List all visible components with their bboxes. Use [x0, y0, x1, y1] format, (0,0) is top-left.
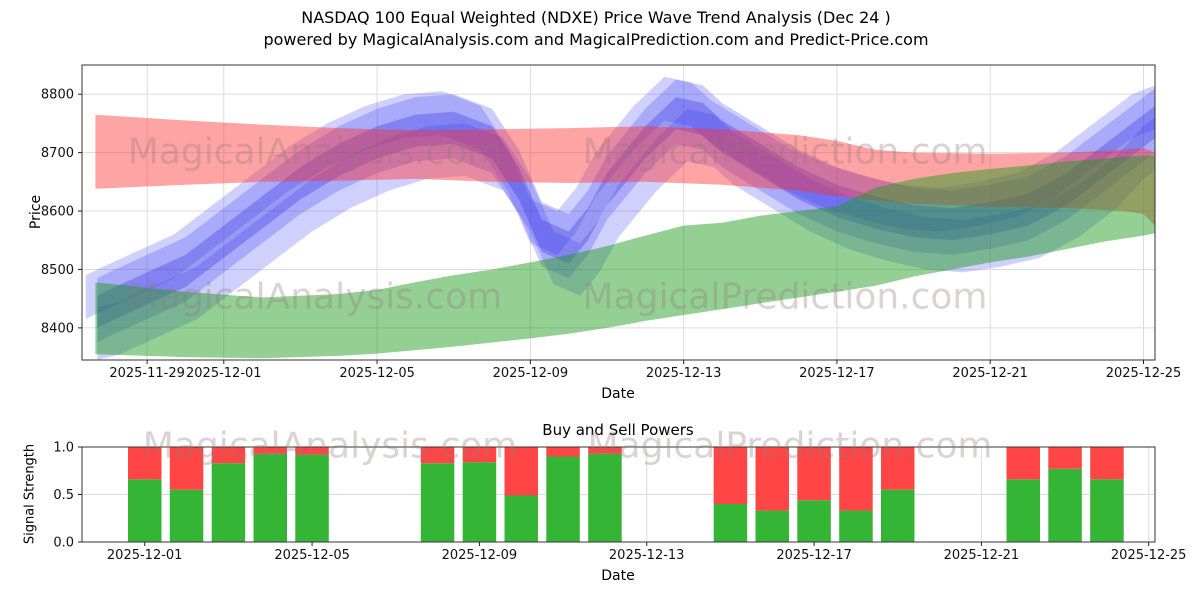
signals-layers	[82, 447, 1155, 542]
y-tick-label: 8800	[41, 88, 74, 103]
sell-bar-segment	[839, 447, 873, 511]
buy-bar-segment	[713, 504, 748, 542]
buy-bar-segment	[504, 495, 538, 542]
sell-bar-segment	[588, 447, 622, 454]
watermark-magicalprediction-1: MagicalPrediction.com	[582, 131, 988, 173]
sell-bar-segment	[755, 447, 789, 511]
sell-bar-segment	[462, 447, 497, 463]
sell-bar-segment	[546, 447, 580, 457]
signals-date-axis-label: Date	[601, 568, 635, 584]
x-tick-label: 2025-12-17	[776, 548, 852, 563]
x-tick-label: 2025-12-25	[1111, 548, 1187, 563]
buy-bar-segment	[797, 500, 831, 542]
price-wave-canvas: 2025-11-29 2025-12-01 2025-12-05 2025-12-09…	[41, 64, 1181, 381]
price-date-axis-label: Date	[601, 386, 635, 402]
green-support-band	[95, 155, 1155, 359]
buy-bar-segment	[1090, 479, 1124, 542]
watermark-magicalanalysis-1: MagicalAnalysis.com	[127, 131, 503, 173]
blue-wave-band-1	[97, 79, 1155, 343]
x-tick-label: 2025-12-09	[442, 548, 518, 563]
y-tick-label: 1.0	[53, 441, 74, 456]
y-tick-label: 0.5	[53, 488, 74, 503]
watermark-magicalprediction-2: MagicalPrediction.com	[582, 276, 988, 318]
sell-bar-segment	[253, 447, 287, 454]
buy-bar-segment	[1048, 468, 1082, 542]
y-tick-label: 0.0	[53, 536, 74, 551]
buy-bar-segment	[211, 463, 246, 542]
figure-title: NASDAQ 100 Equal Weighted (NDXE) Price W…	[301, 8, 891, 27]
watermark-magicalprediction-3: MagicalPrediction.com	[587, 425, 993, 467]
y-tick-label: 8500	[41, 263, 74, 278]
sell-bar-segment	[1048, 447, 1082, 469]
red-resistance-band	[95, 114, 1155, 226]
sell-bar-segment	[881, 447, 915, 490]
x-tick-label: 2025-12-05	[274, 548, 350, 563]
buy-bar-segment	[881, 489, 915, 542]
x-tick-label: 2025-12-01	[107, 548, 183, 563]
x-tick-label: 2025-12-25	[1106, 366, 1182, 381]
watermark-magicalanalysis-2: MagicalAnalysis.com	[127, 276, 503, 318]
y-tick-label: 8600	[41, 205, 74, 220]
blue-wave-band-2	[85, 76, 1155, 320]
signal-strength-axis-label: Signal Strength	[22, 443, 38, 545]
x-tick-label: 2025-12-05	[339, 366, 415, 381]
x-tick-label: 2025-12-17	[799, 366, 875, 381]
price-layers	[82, 65, 1155, 360]
x-tick-label: 2025-12-21	[952, 366, 1028, 381]
sell-bar-segment	[797, 447, 831, 501]
x-tick-label: 2025-12-13	[646, 366, 722, 381]
signals-chart-title: Buy and Sell Powers	[542, 421, 694, 439]
sell-bar-segment	[295, 447, 329, 455]
blue-wave-band-4	[97, 97, 1155, 328]
buy-bar-segment	[546, 456, 580, 542]
plot-border	[81, 64, 1156, 361]
buy-bar-segment	[128, 479, 162, 542]
buy-bar-segment	[839, 510, 873, 542]
blue-wave-band-3	[97, 108, 1155, 360]
buy-bar-segment	[755, 510, 789, 542]
buy-bar-segment	[1006, 479, 1040, 542]
sell-bar-segment	[128, 447, 162, 480]
watermark-magicalanalysis-3: MagicalAnalysis.com	[142, 425, 518, 467]
x-tick-label: 2025-12-01	[186, 366, 262, 381]
x-tick-label: 2025-11-29	[109, 366, 185, 381]
buy-bar-segment	[169, 489, 204, 542]
y-tick-label: 8400	[41, 321, 74, 336]
x-tick-label: 2025-12-13	[609, 548, 685, 563]
signals-chart: 2025-12-01 2025-12-05 2025-12-09 2025-12-13…	[53, 441, 1186, 564]
sell-bar-segment	[504, 447, 538, 496]
buy-bar-segment	[588, 453, 622, 542]
buy-bar-segment	[253, 453, 287, 542]
price-wave-chart: 2025-11-29 2025-12-01 2025-12-05 2025-12-09…	[41, 64, 1181, 381]
signals-canvas: 2025-12-01 2025-12-05 2025-12-09 2025-12-13…	[53, 441, 1186, 564]
figure-subtitle: powered by MagicalAnalysis.com and Magic…	[263, 30, 929, 49]
buy-bar-segment	[462, 462, 497, 542]
sell-bar-segment	[1006, 447, 1040, 480]
sell-bar-segment	[713, 447, 748, 504]
sell-bar-segment	[211, 447, 246, 464]
sell-bar-segment	[169, 447, 204, 490]
x-tick-label: 2025-12-09	[493, 366, 569, 381]
buy-bar-segment	[420, 463, 455, 542]
sell-bar-segment	[420, 447, 455, 464]
x-tick-label: 2025-12-21	[944, 548, 1020, 563]
y-tick-label: 8700	[41, 146, 74, 161]
sell-bar-segment	[1090, 447, 1124, 480]
buy-bar-segment	[295, 454, 329, 542]
